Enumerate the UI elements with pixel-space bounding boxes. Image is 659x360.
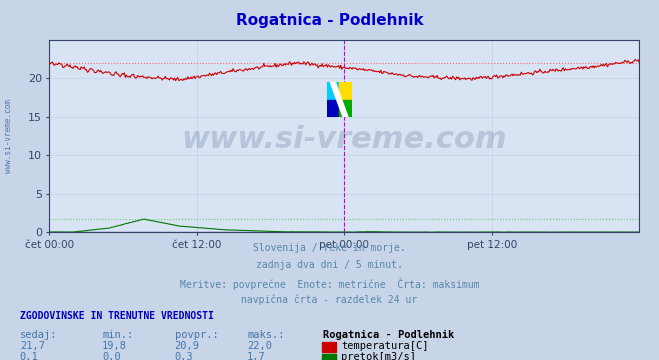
- Text: 20,9: 20,9: [175, 341, 200, 351]
- Text: 0,0: 0,0: [102, 352, 121, 360]
- Text: Rogatnica - Podlehnik: Rogatnica - Podlehnik: [323, 330, 454, 340]
- Text: Rogatnica - Podlehnik: Rogatnica - Podlehnik: [236, 13, 423, 28]
- Text: min.:: min.:: [102, 330, 133, 340]
- Text: Meritve: povprečne  Enote: metrične  Črta: maksimum: Meritve: povprečne Enote: metrične Črta:…: [180, 278, 479, 289]
- Text: Slovenija / reke in morje.: Slovenija / reke in morje.: [253, 243, 406, 253]
- Text: 1,7: 1,7: [247, 352, 266, 360]
- Bar: [327, 100, 339, 117]
- Text: 0,1: 0,1: [20, 352, 38, 360]
- Text: www.si-vreme.com: www.si-vreme.com: [4, 99, 13, 173]
- Text: ZGODOVINSKE IN TRENUTNE VREDNOSTI: ZGODOVINSKE IN TRENUTNE VREDNOSTI: [20, 311, 214, 321]
- Text: maks.:: maks.:: [247, 330, 285, 340]
- Text: www.si-vreme.com: www.si-vreme.com: [181, 125, 507, 154]
- Text: povpr.:: povpr.:: [175, 330, 218, 340]
- Text: sedaj:: sedaj:: [20, 330, 57, 340]
- Text: 0,3: 0,3: [175, 352, 193, 360]
- Bar: [339, 100, 352, 117]
- Text: zadnja dva dni / 5 minut.: zadnja dva dni / 5 minut.: [256, 260, 403, 270]
- Bar: [327, 82, 339, 100]
- Polygon shape: [330, 82, 348, 117]
- Text: 19,8: 19,8: [102, 341, 127, 351]
- Text: navpična črta - razdelek 24 ur: navpična črta - razdelek 24 ur: [241, 295, 418, 305]
- Bar: [339, 82, 352, 100]
- Text: 21,7: 21,7: [20, 341, 45, 351]
- Text: 22,0: 22,0: [247, 341, 272, 351]
- Text: temperatura[C]: temperatura[C]: [341, 341, 429, 351]
- Text: pretok[m3/s]: pretok[m3/s]: [341, 352, 416, 360]
